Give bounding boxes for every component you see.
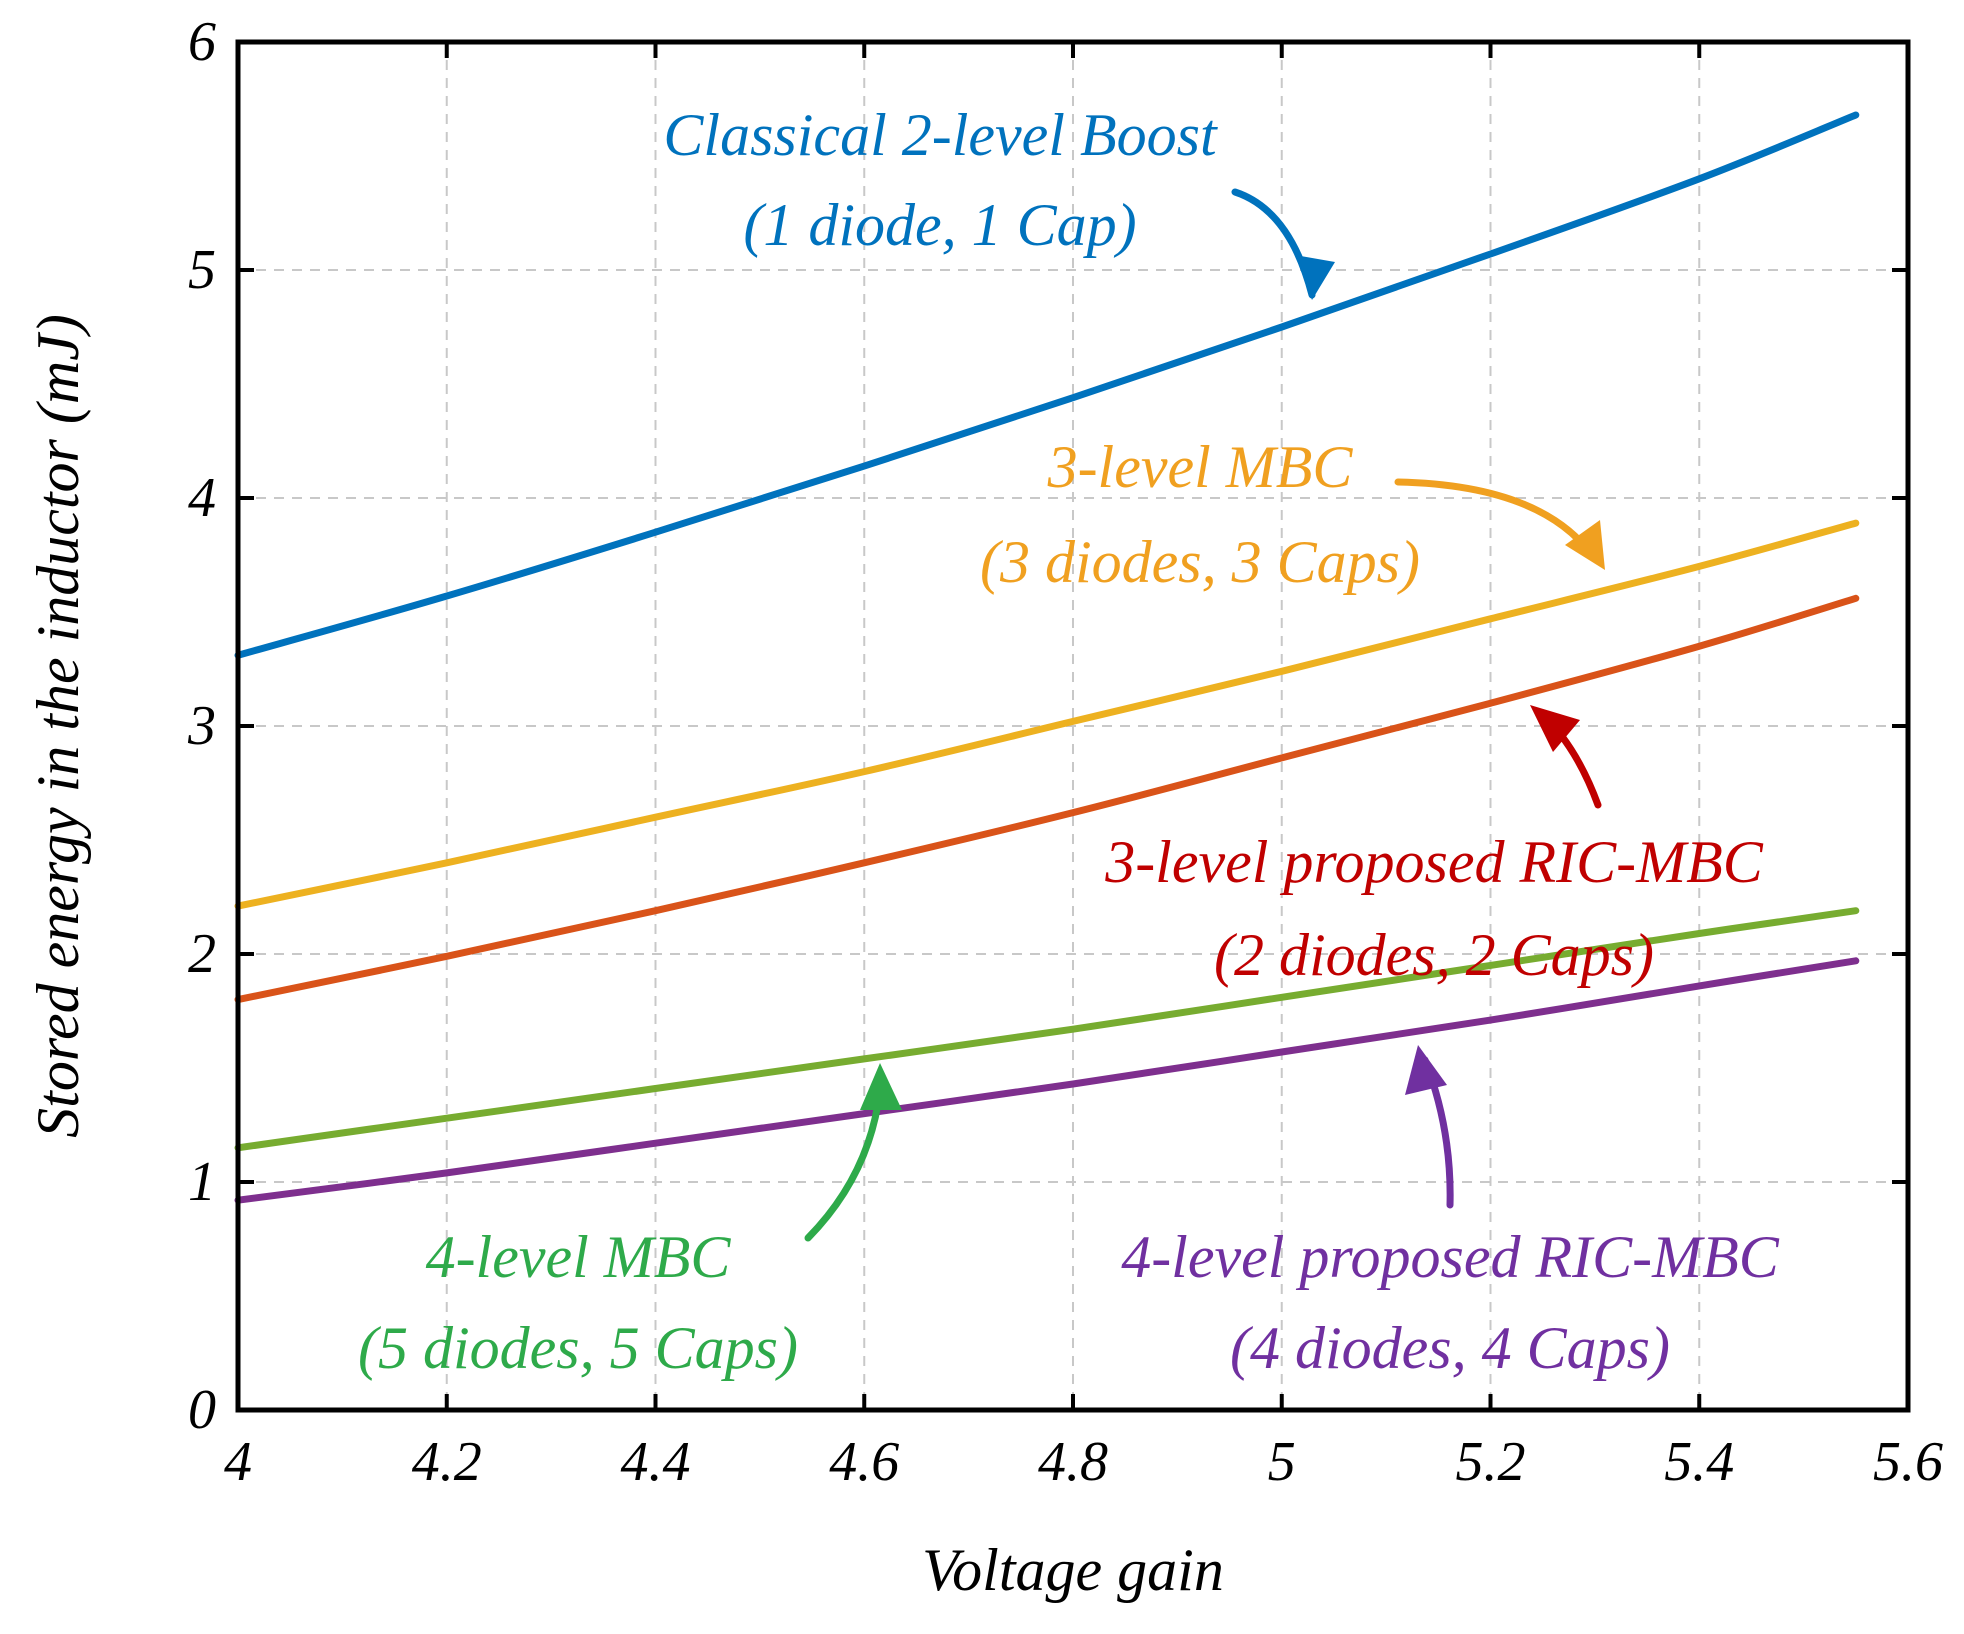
annotation-arrowhead bbox=[1530, 705, 1580, 752]
annotations-layer: Classical 2-level Boost (1 diode, 1 Cap) 3… bbox=[358, 102, 1780, 1381]
series-line-mbc3 bbox=[234, 519, 1860, 910]
annotation-sublabel: (1 diode, 1 Cap) bbox=[743, 192, 1136, 258]
annotation-arrowhead bbox=[1565, 520, 1605, 570]
annotation-arrowhead bbox=[1405, 1045, 1447, 1095]
y-tick-label: 5 bbox=[188, 239, 216, 301]
series-line-mbc4 bbox=[234, 907, 1860, 1152]
annotation-sublabel: (3 diodes, 3 Caps) bbox=[980, 529, 1420, 595]
y-tick-label: 3 bbox=[187, 695, 216, 757]
annotation-arrowhead bbox=[860, 1063, 902, 1110]
annotation-sublabel: (5 diodes, 5 Caps) bbox=[358, 1315, 798, 1381]
x-tick-label: 5.6 bbox=[1873, 1431, 1943, 1493]
x-tick-label: 4.2 bbox=[412, 1431, 482, 1493]
series-line-classical bbox=[234, 111, 1860, 659]
y-tick-label: 0 bbox=[188, 1379, 216, 1441]
y-tick-label: 2 bbox=[188, 923, 216, 985]
grid bbox=[238, 42, 1908, 1410]
annotation-classical: Classical 2-level Boost (1 diode, 1 Cap) bbox=[663, 102, 1335, 300]
series-line-ric4 bbox=[234, 957, 1860, 1204]
annotation-label: 4-level proposed RIC-MBC bbox=[1121, 1224, 1780, 1290]
annotation-arrow bbox=[1231, 188, 1316, 299]
annotation-sublabel: (2 diodes, 2 Caps) bbox=[1214, 922, 1654, 988]
series-layer bbox=[234, 111, 1860, 1204]
annotation-arrowhead bbox=[1295, 255, 1335, 300]
x-tick-label: 4 bbox=[224, 1431, 252, 1493]
annotation-ric3: 3-level proposed RIC-MBC (2 diodes, 2 Cap… bbox=[1104, 705, 1764, 988]
annotation-arrow bbox=[1394, 478, 1596, 559]
x-tick-label: 4.6 bbox=[829, 1431, 899, 1493]
y-tick-label: 1 bbox=[188, 1151, 216, 1213]
y-tick-label: 6 bbox=[188, 11, 216, 73]
x-tick-label: 5.2 bbox=[1456, 1431, 1526, 1493]
x-axis-title: Voltage gain bbox=[922, 1537, 1224, 1603]
y-tick-label: 4 bbox=[188, 467, 216, 529]
x-tick-label: 4.4 bbox=[621, 1431, 691, 1493]
annotation-sublabel: (4 diodes, 4 Caps) bbox=[1230, 1315, 1670, 1381]
annotation-label: Classical 2-level Boost bbox=[663, 102, 1218, 168]
y-axis-title: Stored energy in the inductor (mJ) bbox=[25, 314, 91, 1138]
annotation-mbc4: 4-level MBC (5 diodes, 5 Caps) bbox=[358, 1063, 902, 1381]
annotation-label: 3-level proposed RIC-MBC bbox=[1104, 829, 1764, 895]
series-line-ric3 bbox=[234, 594, 1860, 1004]
annotation-label: 4-level MBC bbox=[426, 1224, 732, 1290]
x-tick-label: 4.8 bbox=[1038, 1431, 1108, 1493]
x-tick-label: 5 bbox=[1268, 1431, 1296, 1493]
tick-layer: 4 4.2 4.4 4.6 4.8 5 5.2 5.4 5.6 0 1 2 3 4 5 6 bbox=[187, 11, 1943, 1493]
annotation-label: 3-level MBC bbox=[1047, 434, 1354, 500]
annotation-ric4: 4-level proposed RIC-MBC (4 diodes, 4 Cap… bbox=[1121, 1045, 1780, 1381]
x-tick-label: 5.4 bbox=[1664, 1431, 1734, 1493]
annotation-mbc3: 3-level MBC (3 diodes, 3 Caps) bbox=[980, 434, 1605, 595]
